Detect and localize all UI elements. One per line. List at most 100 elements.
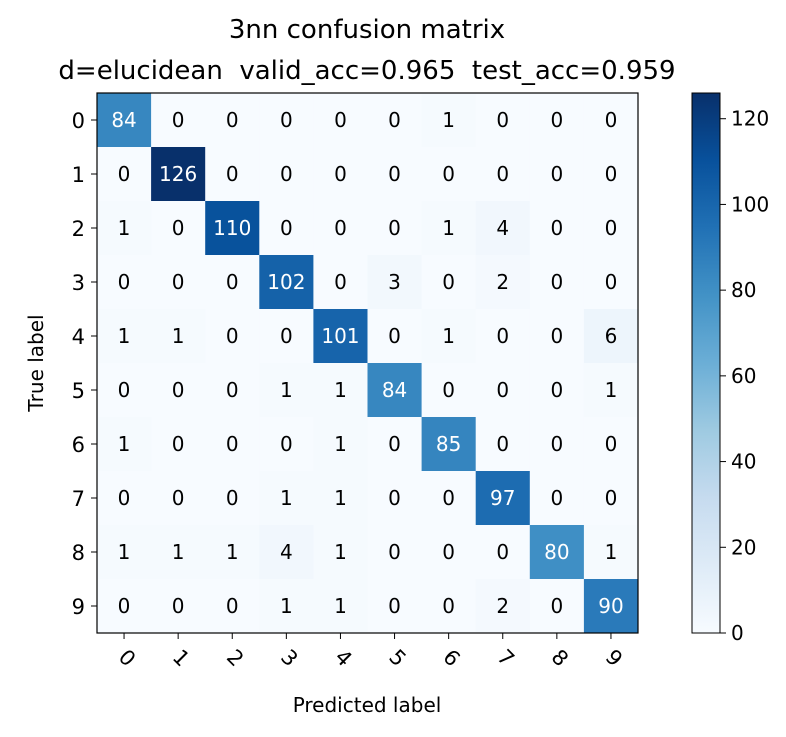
y-tick-label: 2 (72, 217, 85, 241)
heatmap-cell (313, 579, 368, 634)
cell-value-label: 0 (280, 216, 293, 240)
cell-value-label: 0 (550, 432, 563, 456)
cell-value-label: 3 (388, 270, 401, 294)
heatmap-cell (259, 309, 314, 364)
heatmap-cell (205, 363, 260, 418)
cell-value-label: 1 (280, 378, 293, 402)
x-tick-label: 1 (168, 645, 194, 671)
cell-value-label: 0 (496, 324, 509, 348)
cell-value-label: 0 (172, 486, 185, 510)
cell-value-label: 0 (280, 162, 293, 186)
cell-value-label: 0 (334, 108, 347, 132)
cell-value-label: 0 (118, 486, 131, 510)
cell-value-label: 1 (280, 486, 293, 510)
cell-value-label: 126 (159, 162, 197, 186)
cell-value-label: 0 (442, 270, 455, 294)
cell-value-label: 0 (388, 108, 401, 132)
heatmap-cell (151, 525, 206, 580)
heatmap-cell (367, 309, 423, 364)
heatmap-cell (259, 255, 314, 310)
cell-value-label: 0 (334, 270, 347, 294)
heatmap-cell (367, 147, 423, 202)
heatmap-cell (421, 255, 477, 310)
heatmap-cell (259, 363, 314, 418)
heatmap-cell (475, 147, 531, 202)
cell-value-label: 90 (598, 594, 623, 618)
cell-value-label: 0 (496, 432, 509, 456)
y-tick-label: 6 (72, 433, 85, 457)
colorbar-tick-label: 100 (731, 192, 769, 216)
y-tick-label: 0 (72, 109, 85, 133)
cell-value-label: 0 (496, 162, 509, 186)
heatmap-cell (205, 201, 260, 256)
cell-value-label: 1 (280, 594, 293, 618)
cell-value-label: 0 (496, 108, 509, 132)
cell-value-label: 0 (172, 378, 185, 402)
cell-value-label: 1 (172, 540, 185, 564)
cell-value-label: 0 (388, 594, 401, 618)
cell-value-label: 0 (118, 162, 131, 186)
y-axis-label: True label (24, 314, 48, 412)
cell-value-label: 0 (605, 108, 618, 132)
heatmap-cell (475, 309, 531, 364)
cell-value-label: 0 (118, 378, 131, 402)
cell-value-label: 1 (172, 324, 185, 348)
y-tick-label: 3 (72, 271, 85, 295)
heatmap-cell (97, 579, 152, 634)
x-tick-label: 8 (547, 645, 573, 671)
heatmap-cell (259, 93, 314, 148)
heatmap-cell (259, 417, 314, 472)
y-tick-label: 5 (72, 379, 85, 403)
cell-value-label: 1 (226, 540, 239, 564)
heatmap-cell (259, 471, 314, 526)
x-axis-label: Predicted label (293, 693, 442, 717)
cell-value-label: 0 (226, 594, 239, 618)
colorbar-tick-label: 120 (731, 107, 769, 131)
cell-value-label: 0 (172, 270, 185, 294)
cell-value-label: 85 (436, 432, 461, 456)
cell-value-label: 1 (334, 486, 347, 510)
heatmap-cell (205, 525, 260, 580)
cell-value-label: 97 (490, 486, 515, 510)
cell-value-label: 0 (550, 378, 563, 402)
heatmap-cell (367, 201, 423, 256)
cell-value-label: 0 (226, 378, 239, 402)
cell-value-label: 0 (442, 540, 455, 564)
heatmap-cell (259, 201, 314, 256)
cell-value-label: 1 (118, 540, 131, 564)
heatmap-cell (583, 309, 639, 364)
cell-value-label: 1 (118, 324, 131, 348)
heatmap-cell (583, 471, 639, 526)
heatmap-cell (529, 201, 585, 256)
cell-value-label: 0 (442, 162, 455, 186)
cell-value-label: 0 (226, 270, 239, 294)
cell-value-label: 0 (280, 108, 293, 132)
cell-value-label: 0 (226, 486, 239, 510)
heatmap-cell (583, 93, 639, 148)
y-tick-label: 8 (72, 541, 85, 565)
heatmap-cell (259, 525, 314, 580)
cell-value-label: 0 (496, 378, 509, 402)
cell-value-label: 0 (118, 594, 131, 618)
heatmap-cell (151, 255, 206, 310)
heatmap-cell (529, 147, 585, 202)
heatmap-cell (313, 309, 368, 364)
heatmap-cell (205, 255, 260, 310)
heatmap-cell (421, 525, 477, 580)
heatmap-cell (259, 579, 314, 634)
cell-value-label: 1 (442, 108, 455, 132)
heatmap-cell (205, 147, 260, 202)
cell-value-label: 80 (544, 540, 569, 564)
heatmap-cell (313, 93, 368, 148)
heatmap-cell (583, 525, 639, 580)
cell-value-label: 84 (111, 108, 136, 132)
chart-title: 3nn confusion matrix (229, 15, 505, 45)
heatmap-cell (97, 147, 152, 202)
heatmap-cells (97, 93, 639, 634)
chart-subtitle: d=elucidean valid_acc=0.965 test_acc=0.9… (58, 56, 675, 86)
x-tick-label: 2 (222, 645, 248, 671)
cell-value-label: 0 (388, 162, 401, 186)
heatmap-cell (421, 147, 477, 202)
cell-value-label: 4 (496, 216, 509, 240)
